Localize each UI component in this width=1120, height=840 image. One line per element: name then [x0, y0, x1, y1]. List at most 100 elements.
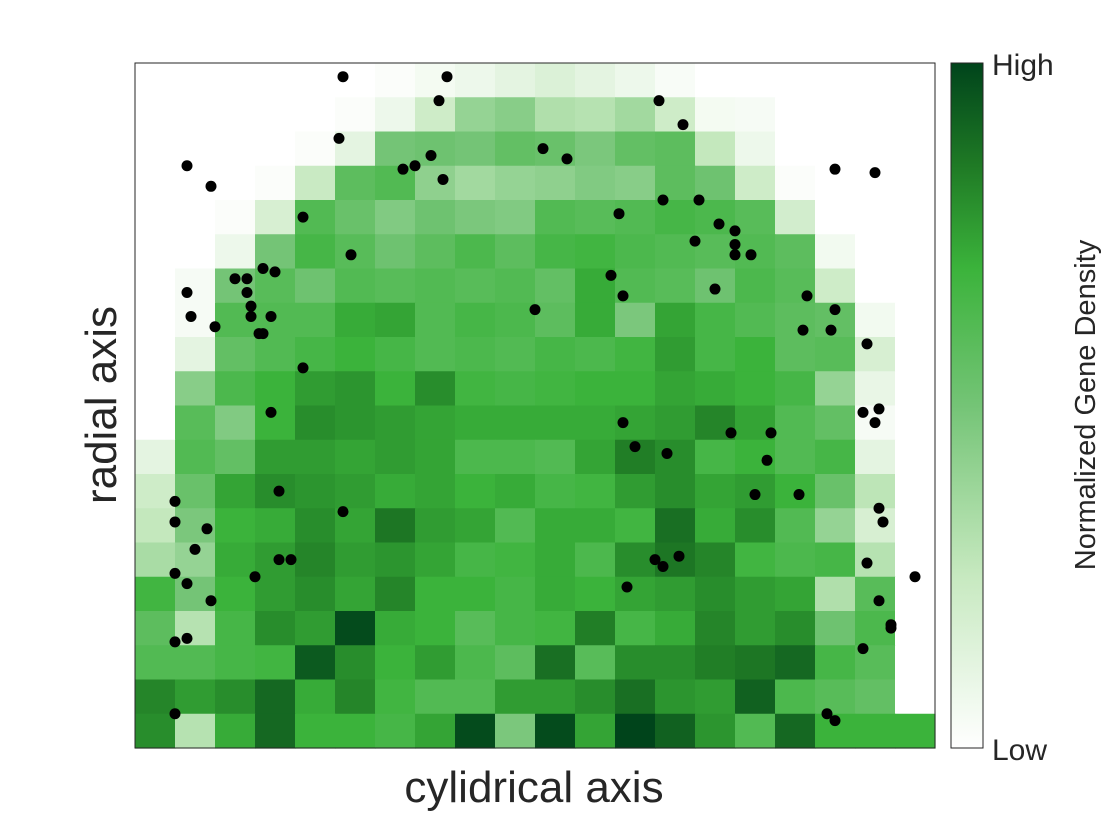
- scatter-point: [241, 286, 253, 298]
- heatmap-cell: [615, 508, 656, 544]
- heatmap-cell: [615, 97, 656, 133]
- scatter-point: [245, 300, 257, 312]
- heatmap-cell: [855, 131, 896, 167]
- heatmap-cell: [535, 439, 576, 475]
- heatmap-cell: [375, 302, 416, 338]
- heatmap-cell: [735, 63, 776, 98]
- heatmap-cell: [695, 576, 736, 612]
- heatmap-cell: [135, 645, 176, 681]
- heatmap-cell: [295, 63, 336, 98]
- scatter-point: [617, 290, 629, 302]
- heatmap-cell: [695, 337, 736, 372]
- scatter-point: [617, 417, 629, 429]
- heatmap-cell: [695, 302, 736, 338]
- heatmap-cell: [175, 234, 216, 270]
- scatter-point: [629, 441, 641, 453]
- heatmap-cell: [695, 713, 736, 749]
- heatmap-cell: [895, 165, 936, 201]
- heatmap-cell: [215, 713, 256, 749]
- heatmap-cell: [695, 200, 736, 235]
- scatter-point: [537, 143, 549, 155]
- heatmap-cell: [775, 713, 816, 749]
- heatmap-cell: [855, 200, 896, 235]
- heatmap-cell: [735, 268, 776, 304]
- heatmap-cell: [615, 542, 656, 578]
- heatmap-cell: [295, 611, 336, 646]
- heatmap-cell: [415, 131, 456, 167]
- scatter-point: [169, 495, 181, 507]
- heatmap-cell: [575, 234, 616, 270]
- heatmap-cell: [295, 439, 336, 475]
- x-axis-label: cylidrical axis: [404, 763, 663, 812]
- heatmap-cell: [255, 165, 296, 201]
- heatmap-cell: [655, 200, 696, 235]
- heatmap-cell: [455, 713, 496, 749]
- heatmap-cell: [215, 542, 256, 578]
- plot-frame: [134, 62, 936, 749]
- heatmap-cell: [135, 371, 176, 407]
- heatmap-cell: [215, 63, 256, 98]
- heatmap-cell: [415, 439, 456, 475]
- heatmap-cell: [655, 474, 696, 509]
- heatmap-cell: [855, 679, 896, 715]
- scatter-point: [273, 485, 285, 497]
- heatmap-cell: [575, 302, 616, 338]
- heatmap-cell: [535, 611, 576, 646]
- heatmap-cell: [575, 611, 616, 646]
- heatmap-cell: [375, 645, 416, 681]
- heatmap-cell: [815, 474, 856, 509]
- heatmap-cell: [855, 268, 896, 304]
- scatter-point: [653, 95, 665, 107]
- heatmap-cell: [335, 576, 376, 612]
- heatmap-cell: [775, 645, 816, 681]
- heatmap-cell: [175, 474, 216, 509]
- heatmap-cell: [495, 234, 536, 270]
- heatmap-cell: [695, 508, 736, 544]
- heatmap-cell: [815, 337, 856, 372]
- heatmap-cell: [815, 97, 856, 133]
- heatmap-cell: [495, 474, 536, 509]
- heatmap-cell: [335, 679, 376, 715]
- heatmap-cell: [775, 200, 816, 235]
- scatter-point: [205, 595, 217, 607]
- heatmap-cell: [775, 302, 816, 338]
- heatmap-cell: [415, 474, 456, 509]
- heatmap-cell: [615, 371, 656, 407]
- heatmap-cell: [335, 405, 376, 441]
- scatter-point: [561, 153, 573, 165]
- scatter-point: [333, 132, 345, 144]
- heatmap-cell: [295, 508, 336, 544]
- colorbar-title: Normalized Gene Density: [1070, 239, 1102, 570]
- heatmap-cell: [695, 474, 736, 509]
- scatter-point: [201, 523, 213, 535]
- heatmap-cell: [895, 439, 936, 475]
- heatmap-cell: [535, 542, 576, 578]
- heatmap-cell: [615, 234, 656, 270]
- heatmap-cell: [175, 576, 216, 612]
- scatter-point: [829, 304, 841, 316]
- heatmap-cell: [815, 611, 856, 646]
- heatmap-cell: [215, 165, 256, 201]
- heatmap-cell: [695, 63, 736, 98]
- heatmap-cell: [495, 645, 536, 681]
- heatmap-cell: [295, 165, 336, 201]
- heatmap-cell: [255, 576, 296, 612]
- heatmap-cell: [255, 97, 296, 133]
- heatmap-cell: [335, 645, 376, 681]
- heatmap-cell: [375, 611, 416, 646]
- scatter-point: [673, 550, 685, 562]
- heatmap-cell: [175, 439, 216, 475]
- heatmap-cell: [295, 97, 336, 133]
- heatmap-cell: [655, 611, 696, 646]
- scatter-point: [869, 167, 881, 179]
- heatmap-cell: [215, 679, 256, 715]
- heatmap-cell: [575, 165, 616, 201]
- heatmap-cell: [215, 200, 256, 235]
- heatmap-cell: [335, 268, 376, 304]
- heatmap-cell: [455, 63, 496, 98]
- heatmap-cell: [535, 576, 576, 612]
- scatter-point: [269, 266, 281, 278]
- heatmap-cell: [135, 234, 176, 270]
- scatter-point: [285, 554, 297, 566]
